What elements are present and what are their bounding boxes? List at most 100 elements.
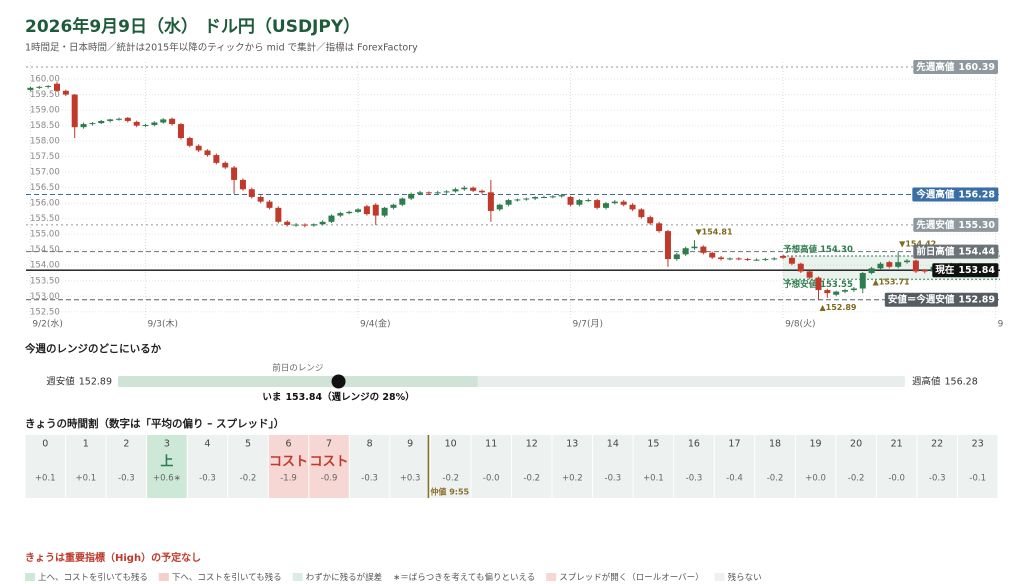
- hour-label: 13: [566, 439, 578, 450]
- candle-body: [540, 196, 547, 198]
- candle-body: [602, 203, 609, 208]
- cell-bg: [187, 435, 228, 498]
- y-tick-label: 156.50: [30, 183, 60, 193]
- candle-body: [647, 217, 654, 224]
- y-tick-label: 157.50: [30, 152, 60, 162]
- candle-body: [399, 198, 406, 205]
- cell-bg: [228, 435, 268, 498]
- badge-name: 今週高値: [915, 188, 955, 200]
- candle-body: [124, 117, 131, 121]
- candle-body: [718, 257, 725, 260]
- candle-body: [576, 200, 583, 205]
- hour-label: 8: [367, 439, 373, 450]
- y-tick-label: 155.00: [30, 230, 60, 240]
- cell-bg: [25, 435, 66, 498]
- candle-body: [257, 196, 264, 202]
- badge-value: 160.39: [958, 61, 995, 72]
- hour-label: 20: [850, 439, 862, 450]
- range-low-value: 152.89: [79, 376, 112, 387]
- badge-bg: [932, 263, 999, 278]
- candle-body: [780, 255, 787, 258]
- y-tick-label: 157.00: [30, 168, 60, 178]
- cell-bg: [552, 435, 593, 498]
- hour-cell: 4 -0.3: [187, 435, 228, 498]
- hour-label: 1: [83, 439, 89, 450]
- candle-body: [532, 196, 539, 199]
- cell-bg: [106, 435, 147, 498]
- hour-value: -1.9: [280, 474, 297, 484]
- hour-cell: 14 -0.3: [593, 435, 633, 498]
- candle-body: [169, 118, 176, 125]
- candle-body: [691, 246, 698, 249]
- y-tick-label: 159.50: [30, 90, 60, 100]
- candle-body: [434, 192, 441, 194]
- candle-body: [479, 190, 486, 193]
- x-tick-label: 9/4(金): [360, 318, 391, 330]
- section-title: きょうの時間割（数字は「平均の偏り – スプレッド」）: [25, 417, 284, 430]
- hour-label: 21: [891, 439, 903, 450]
- candle-body: [859, 273, 866, 289]
- y-tick-label: 159.00: [30, 106, 60, 116]
- candle-body: [195, 145, 202, 151]
- level-badge: 先週高値 160.39: [913, 59, 998, 74]
- candle-body: [824, 290, 831, 294]
- candle-body: [726, 258, 733, 260]
- hour-value: -0.3: [199, 474, 216, 484]
- extreme-label: ▼154.81: [696, 228, 733, 237]
- badge-text: 安値＝今週安値 152.89: [888, 293, 995, 305]
- candle-body: [549, 196, 556, 198]
- badge-name: 前日高値: [916, 245, 955, 257]
- y-tick-label: 158.50: [30, 121, 60, 131]
- candle-body: [842, 290, 849, 292]
- extreme-label: ▼154.42: [899, 240, 936, 249]
- candle-body: [912, 260, 919, 272]
- candle-body: [417, 192, 424, 194]
- candle-body: [744, 259, 751, 261]
- candle-body: [107, 119, 114, 121]
- badge-value: 154.44: [958, 246, 995, 257]
- legend-label: スプレッドが開く（ロールオーバー）: [559, 572, 703, 583]
- cell-bg: [836, 435, 876, 498]
- hour-value: +0.2: [562, 474, 583, 484]
- candle-body: [558, 195, 565, 197]
- candle-body: [293, 224, 300, 226]
- candle-body: [505, 200, 512, 205]
- forecast-value: 153.55: [820, 280, 853, 290]
- section-title: 今週のレンジのどこにいるか: [24, 342, 162, 355]
- hour-value: -0.0: [483, 474, 500, 484]
- hour-cell: 15 +0.1: [633, 435, 674, 498]
- badge-value: 156.28: [958, 189, 995, 200]
- hour-value: -0.2: [442, 474, 459, 484]
- hour-cell: 9 +0.3: [390, 435, 430, 498]
- hour-mark: コスト: [269, 455, 308, 470]
- y-tick-label: 156.00: [30, 199, 60, 209]
- cell-bg: [633, 435, 674, 498]
- hour-cell: 17 -0.4: [714, 435, 755, 498]
- y-tick-label: 154.00: [30, 261, 60, 271]
- legend-swatch: [158, 573, 169, 581]
- legend-swatch: [546, 573, 557, 581]
- badge-value: 152.89: [958, 294, 995, 305]
- range-high-label: 週高値 156.28: [912, 375, 978, 387]
- candle-body: [71, 94, 78, 128]
- hour-cell: 6 コスト -1.9: [268, 435, 309, 498]
- candle-body: [815, 277, 822, 291]
- range-low-label: 週安値 152.89: [46, 375, 112, 387]
- now-note: （週レンジの 28%）: [322, 391, 415, 403]
- legend-label: 下へ、コストを引いても残る: [172, 572, 282, 583]
- candle-body: [868, 268, 875, 274]
- hour-label: 11: [485, 439, 497, 450]
- plot-bg: [26, 62, 1000, 318]
- hour-label: 23: [972, 439, 984, 450]
- candle-body: [213, 155, 220, 163]
- badge-text: 前日高値 154.44: [916, 245, 995, 257]
- hour-value: +0.6∗: [153, 474, 181, 484]
- hour-cell: 19 +0.0: [795, 435, 836, 498]
- hour-cell: 7 コスト -0.9: [309, 435, 349, 498]
- candle-body: [337, 213, 344, 216]
- hour-value: +0.1: [75, 474, 96, 484]
- candle-body: [231, 167, 238, 180]
- level-badge: 前日高値 154.44: [913, 244, 999, 259]
- hour-value: -0.4: [726, 474, 743, 484]
- cell-bg: [66, 435, 106, 498]
